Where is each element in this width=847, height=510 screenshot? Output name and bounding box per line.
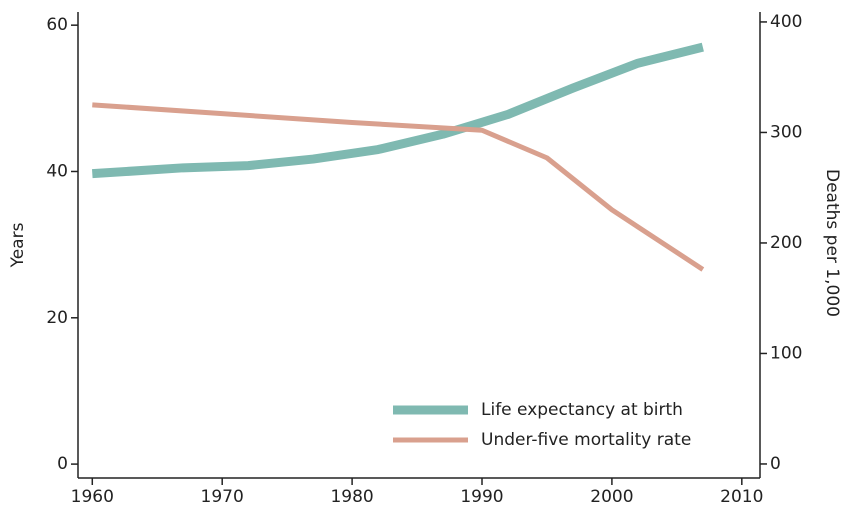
legend-label: Life expectancy at birth — [481, 400, 683, 420]
x-tick-label: 2010 — [720, 487, 763, 507]
y2-axis-label: Deaths per 1,000 — [822, 169, 842, 317]
series-line — [92, 102, 705, 272]
y2-tick-label: 100 — [770, 343, 802, 363]
x-tick-label: 1980 — [330, 487, 373, 507]
y2-tick-label: 200 — [770, 233, 802, 253]
x-tick-label: 1970 — [201, 487, 244, 507]
y2-tick-label: 0 — [770, 454, 781, 474]
y-axis-label: Years — [8, 222, 28, 268]
y-tick-label: 40 — [46, 161, 68, 181]
y2-tick-label: 400 — [770, 12, 802, 32]
y-tick-label: 20 — [46, 308, 68, 328]
x-tick-label: 2000 — [590, 487, 633, 507]
x-tick-label: 1990 — [460, 487, 503, 507]
y2-tick-label: 300 — [770, 122, 802, 142]
series-line — [92, 42, 704, 179]
x-tick-label: 1960 — [71, 487, 114, 507]
y-tick-label: 60 — [46, 15, 68, 35]
legend-label: Under-five mortality rate — [481, 430, 691, 450]
y-tick-label: 0 — [57, 454, 68, 474]
